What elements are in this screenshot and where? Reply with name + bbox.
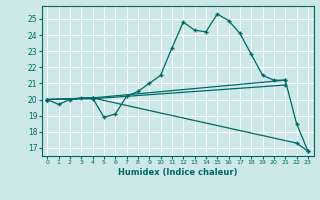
X-axis label: Humidex (Indice chaleur): Humidex (Indice chaleur) [118, 168, 237, 177]
